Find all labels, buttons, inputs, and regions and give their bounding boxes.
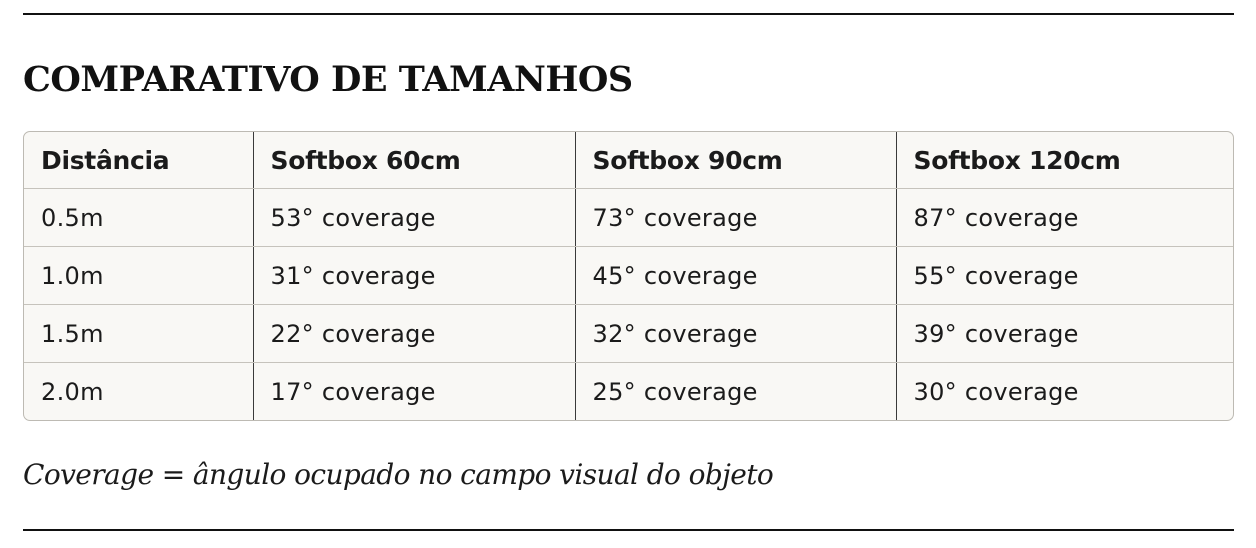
coverage-cell: 25° coverage [574,362,896,420]
coverage-cell: 45° coverage [574,246,896,305]
coverage-cell: 53° coverage [252,188,575,247]
column-header-distance: Distância [24,132,253,189]
footnote: Coverage = ângulo ocupado no campo visua… [23,458,774,491]
coverage-cell: 22° coverage [252,304,575,363]
distance-cell: 1.0m [24,246,253,305]
table-header-row: Distância Softbox 60cm Softbox 90cm Soft… [24,132,1233,189]
coverage-cell: 30° coverage [895,362,1233,420]
coverage-cell: 17° coverage [252,362,575,420]
table-row: 2.0m 17° coverage 25° coverage 30° cover… [24,362,1233,420]
column-header-softbox-90: Softbox 90cm [574,132,896,189]
bottom-divider [23,529,1234,531]
column-header-softbox-60: Softbox 60cm [252,132,575,189]
coverage-cell: 39° coverage [895,304,1233,363]
column-header-softbox-120: Softbox 120cm [895,132,1233,189]
table-row: 0.5m 53° coverage 73° coverage 87° cover… [24,188,1233,247]
coverage-cell: 31° coverage [252,246,575,305]
coverage-cell: 55° coverage [895,246,1233,305]
distance-cell: 2.0m [41,377,104,406]
coverage-cell: 87° coverage [895,188,1233,247]
top-divider [23,13,1234,15]
distance-cell: 1.5m [24,304,253,363]
section-title: COMPARATIVO DE TAMANHOS [23,59,633,100]
distance-cell: 0.5m [24,188,253,247]
comparison-table: Distância Softbox 60cm Softbox 90cm Soft… [23,131,1234,421]
coverage-cell: 73° coverage [574,188,896,247]
coverage-cell: 32° coverage [574,304,896,363]
table-row: 1.5m 22° coverage 32° coverage 39° cover… [24,304,1233,363]
table-row: 1.0m 31° coverage 45° coverage 55° cover… [24,246,1233,305]
